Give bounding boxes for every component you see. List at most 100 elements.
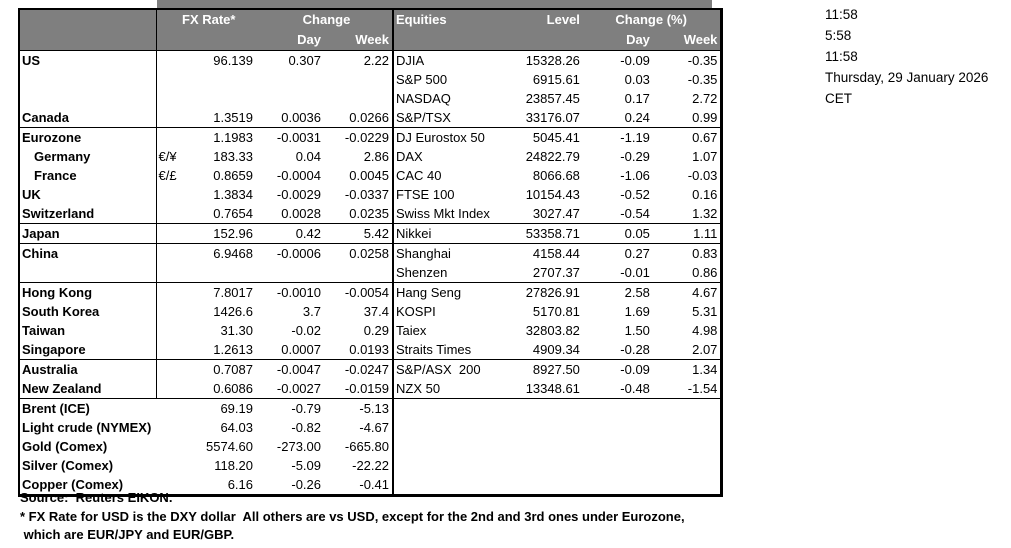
table-row: S&P 500 6915.61 0.03 -0.35 (19, 70, 722, 89)
equity-name: DAX (392, 147, 493, 166)
fx-day-change: 0.0028 (281, 206, 321, 221)
fx-rate-value: 69.19 (192, 398, 262, 418)
fx-rate-value: 0.7087 (192, 359, 262, 379)
fx-row-name: Brent (ICE) (19, 398, 192, 418)
equity-day-change: 2.58 (582, 282, 653, 302)
table-subheader-row: Day Week Day Week (19, 30, 722, 51)
equity-level: 53358.71 (492, 223, 583, 244)
fx-rate-value: 1.3519 (213, 110, 253, 125)
fx-week-change: -4.67 (359, 420, 389, 435)
fx-week-change: 37.4 (363, 304, 389, 319)
equity-level: 8066.68 (532, 168, 580, 183)
fx-week-change: 2.22 (363, 53, 389, 68)
equity-name: Taiex (392, 321, 493, 340)
equity-level: 27826.91 (492, 282, 583, 302)
fx-week-change: 0.0193 (349, 342, 389, 357)
fx-row-symbol (156, 108, 192, 128)
equity-day-change: -0.48 (620, 381, 650, 396)
fx-week-change: -5.13 (324, 398, 393, 418)
equity-name: FTSE 100 (392, 185, 493, 204)
equity-day-change: -0.28 (620, 342, 650, 357)
fx-day-change: -0.82 (291, 420, 321, 435)
equity-level: 8927.50 (492, 359, 583, 379)
table-row: Switzerland 0.7654 0.0028 0.0235 Swiss Mkt I… (19, 204, 722, 224)
fx-row-symbol (156, 321, 192, 340)
fx-week-change: 0.0266 (349, 110, 389, 125)
fx-row-symbol (156, 204, 192, 224)
fx-week-change (324, 70, 393, 89)
fx-row-symbol (156, 340, 192, 360)
fx-row-symbol (156, 359, 192, 379)
fx-row-symbol (156, 89, 192, 108)
fx-rate-value: 183.33 (213, 149, 253, 164)
fx-row-name: UK (19, 185, 157, 204)
fx-week-change: -0.0247 (324, 359, 393, 379)
equity-empty-cell (392, 456, 722, 475)
fx-week-change (324, 263, 393, 283)
equity-name: Shenzen (392, 263, 493, 283)
level-subheader-spacer (492, 30, 583, 51)
equity-name: NASDAQ (392, 89, 493, 108)
equity-week-change: 2.72 (692, 91, 718, 106)
equities-subheader-spacer (392, 30, 493, 51)
fx-rate-value: 5574.60 (206, 439, 253, 454)
table-row: Singapore 1.2613 0.0007 0.0193 Straits Times… (19, 340, 722, 360)
fx-row-symbol (156, 223, 192, 244)
equity-day-change: -0.29 (620, 149, 650, 164)
fx-row-name: US (19, 50, 157, 70)
fx-week-change: 5.42 (324, 223, 393, 244)
fx-week-change: -22.22 (352, 458, 389, 473)
equity-name: KOSPI (392, 302, 493, 321)
table-row: Taiwan 31.30 -0.02 0.29 Taiex 32803.82 1.50 4.9… (19, 321, 722, 340)
table-row: Shenzen 2707.37 -0.01 0.86 (19, 263, 722, 283)
fx-rate-subheader-spacer (156, 30, 262, 51)
equity-level: 24822.79 (525, 149, 580, 164)
fx-day-change: -5.09 (291, 458, 321, 473)
fx-change-header: Change (262, 9, 393, 30)
equity-day-change: -1.19 (582, 127, 653, 147)
equity-level: 6915.61 (532, 72, 580, 87)
fx-week-change: -0.0159 (344, 381, 389, 396)
table-row: Australia 0.7087 -0.0047 -0.0247 S&P/ASX 200… (19, 359, 722, 379)
fx-row-name: South Korea (19, 302, 157, 321)
equity-level: 5170.81 (532, 304, 580, 319)
equity-week-change: 0.16 (692, 187, 718, 202)
table-row: Gold (Comex) 5574.60 -273.00 -665.80 (19, 437, 722, 456)
fx-rate-value (192, 70, 262, 89)
table-row: Japan 152.96 0.42 5.42 Nikkei 53358.71 0.05 1.1… (19, 223, 722, 244)
fx-week-change: 0.0045 (349, 168, 389, 183)
fx-row-symbol (156, 51, 192, 71)
equity-level: 4909.34 (532, 342, 580, 357)
table-row: Brent (ICE) 69.19 -0.79 -5.13 (19, 398, 722, 418)
fx-week-change: -0.41 (359, 477, 389, 492)
fx-week-change: -0.0054 (324, 282, 393, 302)
fx-row-symbol (156, 282, 192, 302)
equity-week-change: 1.32 (692, 206, 718, 221)
level-header: Level (492, 9, 583, 30)
fx-rate-value: 64.03 (220, 420, 253, 435)
fx-rate-value: 31.30 (220, 323, 253, 338)
equity-week-change: 1.34 (652, 359, 722, 379)
fx-row-name (19, 89, 157, 108)
fx-week-change: 0.0235 (349, 206, 389, 221)
timestamp-line: 11:58 (825, 7, 858, 22)
fx-rate-value (192, 263, 262, 283)
fx-row-name: Germany (19, 147, 157, 166)
fx-rate-value: 7.8017 (192, 282, 262, 302)
equity-day-change: 1.50 (624, 323, 650, 338)
equity-name: Nikkei (392, 223, 493, 244)
fx-day-change: 0.307 (288, 53, 321, 68)
equities-change-header: Change (%) (582, 9, 722, 30)
fx-day-header: Day (262, 30, 324, 51)
table-header-row: FX Rate* Change Equities Level Change (%… (19, 9, 722, 30)
fx-row-symbol (156, 302, 192, 321)
equity-week-change: 0.67 (652, 127, 722, 147)
fx-row-name: New Zealand (19, 379, 157, 399)
fx-week-change: 0.29 (363, 323, 389, 338)
fx-day-change: -0.26 (291, 477, 321, 492)
fx-row-name (19, 263, 157, 283)
equity-week-change: 4.98 (692, 323, 718, 338)
equity-level: 4158.44 (492, 243, 583, 263)
fx-day-change: 0.04 (295, 149, 321, 164)
equity-week-change: 0.99 (692, 110, 718, 125)
